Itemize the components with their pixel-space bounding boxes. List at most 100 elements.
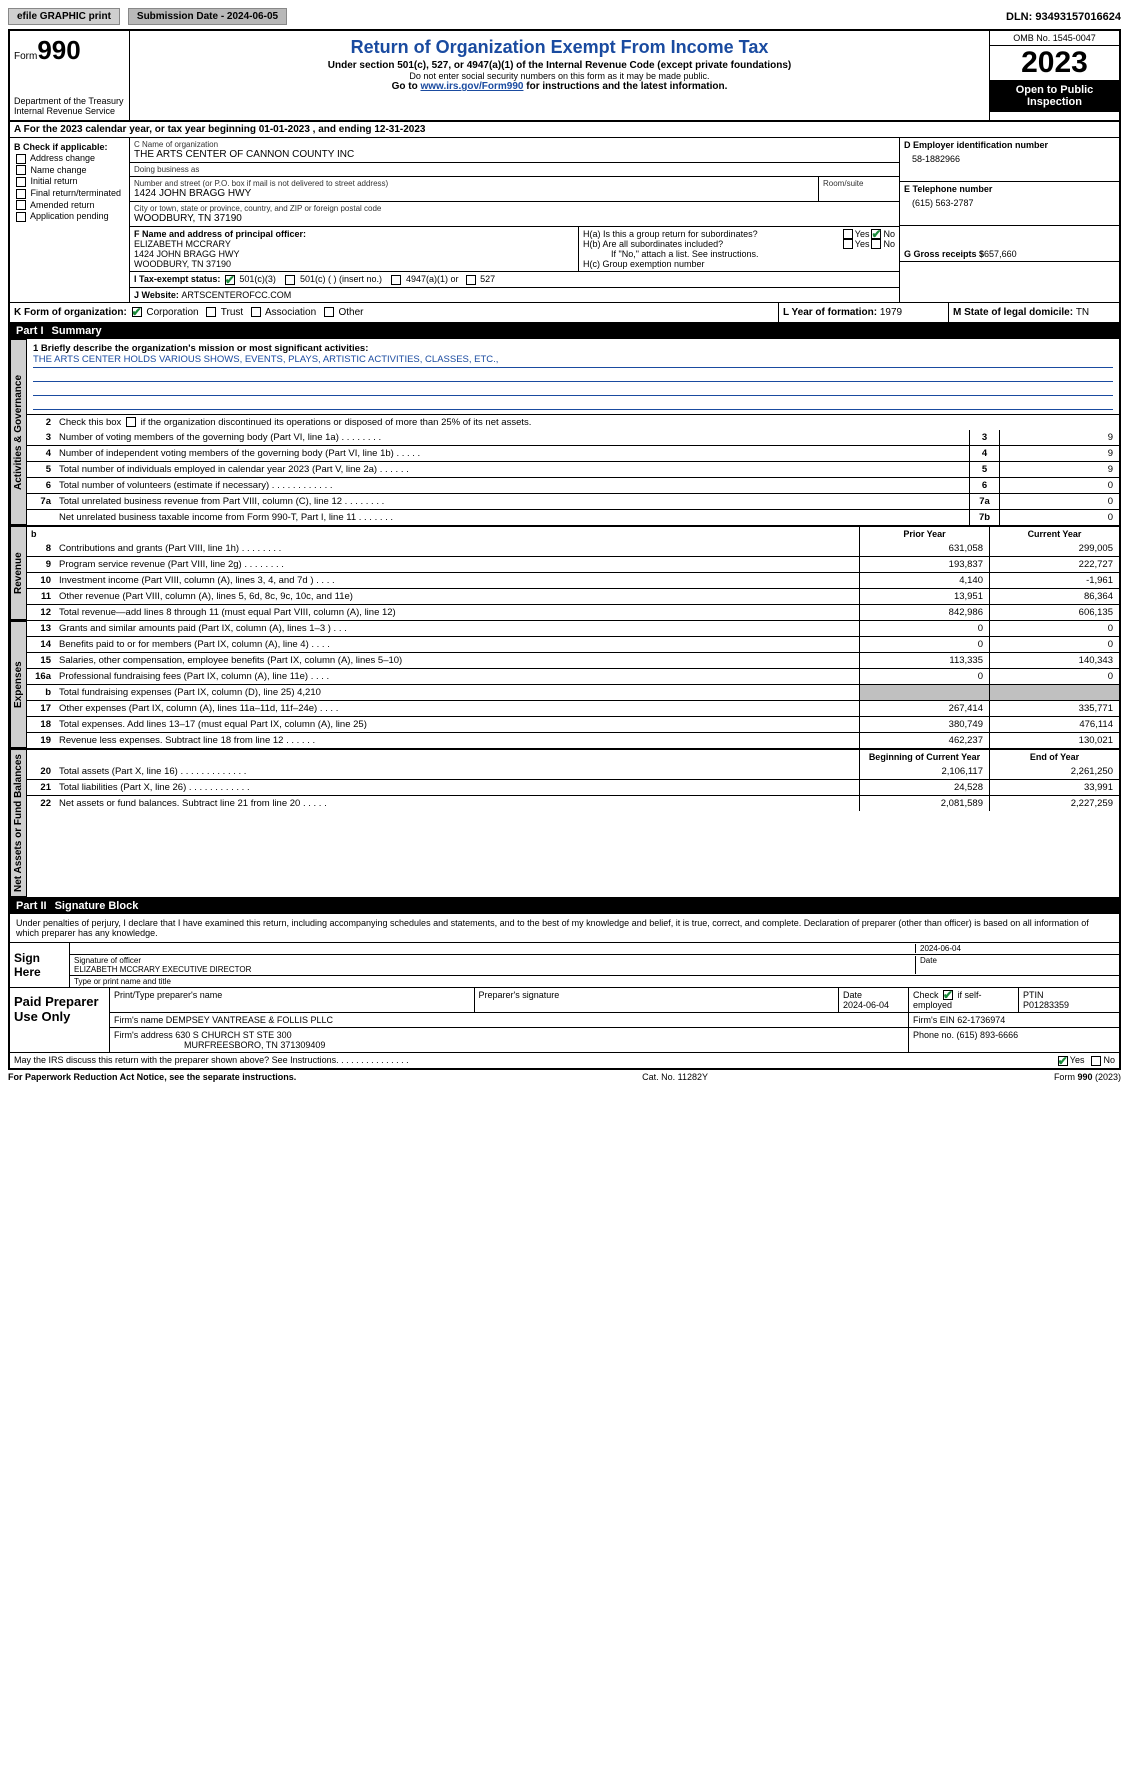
cell-d: D Employer identification number 58-1882…: [900, 138, 1119, 182]
goto-line: Go to www.irs.gov/Form990 for instructio…: [138, 81, 981, 92]
tax-year: 2023: [990, 46, 1119, 80]
cell-dba: Doing business as: [130, 163, 899, 177]
firm-phone-label: Phone no.: [913, 1030, 957, 1040]
mission-text: THE ARTS CENTER HOLDS VARIOUS SHOWS, EVE…: [33, 354, 1113, 368]
cb-corp[interactable]: [132, 307, 142, 317]
d-label: D Employer identification number: [904, 140, 1115, 150]
gov-line: 7aTotal unrelated business revenue from …: [27, 493, 1119, 509]
c-name-label: C Name of organization: [134, 140, 895, 149]
cell-h: H(a) Is this a group return for subordin…: [579, 227, 899, 271]
hb-yes-lbl: Yes: [855, 239, 870, 249]
hdr-boy: Beginning of Current Year: [859, 750, 989, 764]
lbl-501c: 501(c) ( ) (insert no.): [300, 274, 382, 284]
officer-city: WOODBURY, TN 37190: [134, 259, 574, 269]
lbl-initial-return: Initial return: [31, 176, 78, 186]
lbl-app-pending: Application pending: [30, 211, 109, 221]
discuss-no-lbl: No: [1103, 1055, 1115, 1065]
cb-name-change[interactable]: [16, 165, 26, 175]
penalty-text: Under penalties of perjury, I declare th…: [10, 914, 1119, 943]
discuss-row: May the IRS discuss this return with the…: [10, 1052, 1119, 1068]
cell-m: M State of legal domicile: TN: [949, 303, 1119, 322]
cb-501c[interactable]: [285, 275, 295, 285]
cb-other[interactable]: [324, 307, 334, 317]
cb-trust[interactable]: [206, 307, 216, 317]
prep-line-1: Print/Type preparer's name Preparer's si…: [110, 988, 1119, 1014]
sig-officer-label: Signature of officer: [74, 956, 915, 965]
prep-self-emp-pre: Check: [913, 990, 941, 1000]
cb-discontinued[interactable]: [126, 417, 136, 427]
phone-value: (615) 563-2787: [904, 194, 1115, 212]
gross-receipts: 657,660: [984, 249, 1017, 259]
data-line: 21Total liabilities (Part X, line 26) . …: [27, 779, 1119, 795]
ein-value: 58-1882966: [904, 150, 1115, 168]
rev-headers: b Prior Year Current Year: [27, 526, 1119, 541]
street-value: 1424 JOHN BRAGG HWY: [134, 188, 814, 199]
cb-501c3[interactable]: [225, 275, 235, 285]
mission-blank-2: [33, 382, 1113, 396]
cb-assoc[interactable]: [251, 307, 261, 317]
sign-here-row: Sign Here 2024-06-04 Signature of office…: [10, 943, 1119, 988]
cell-j: J Website: ARTSCENTEROFCC.COM: [130, 288, 899, 302]
cb-amended[interactable]: [16, 200, 26, 210]
cb-4947[interactable]: [391, 275, 401, 285]
hb-note: If "No," attach a list. See instructions…: [583, 249, 895, 259]
row-k-l-m: K Form of organization: Corporation Trus…: [10, 302, 1119, 323]
room-label: Room/suite: [823, 179, 895, 188]
cb-final-return[interactable]: [16, 189, 26, 199]
part2-num: Part II: [16, 900, 47, 912]
hb-no-lbl: No: [883, 239, 895, 249]
discuss-text: May the IRS discuss this return with the…: [14, 1055, 409, 1066]
cell-f: F Name and address of principal officer:…: [130, 227, 579, 271]
hc-label: H(c) Group exemption number: [583, 259, 895, 269]
e-label: E Telephone number: [904, 184, 1115, 194]
line-2: 2 Check this box if the organization dis…: [27, 414, 1119, 430]
header-right: OMB No. 1545-0047 2023 Open to Public In…: [989, 31, 1119, 120]
data-line: 12Total revenue—add lines 8 through 11 (…: [27, 604, 1119, 620]
signature-block: Under penalties of perjury, I declare th…: [10, 914, 1119, 1068]
section-expenses: Expenses 13Grants and similar amounts pa…: [10, 621, 1119, 749]
ha-label: H(a) Is this a group return for subordin…: [583, 229, 841, 239]
firm-ein: 62-1736974: [957, 1015, 1005, 1025]
firm-name: DEMPSEY VANTREASE & FOLLIS PLLC: [166, 1015, 333, 1025]
omb-number: OMB No. 1545-0047: [990, 31, 1119, 46]
footer-right-post: (2023): [1092, 1072, 1121, 1082]
row-a-tax-year: A For the 2023 calendar year, or tax yea…: [10, 122, 1119, 138]
discuss-yes[interactable]: [1058, 1056, 1068, 1066]
data-line: 10Investment income (Part VIII, column (…: [27, 572, 1119, 588]
cb-527[interactable]: [466, 275, 476, 285]
prep-name-label: Print/Type preparer's name: [110, 988, 475, 1013]
preparer-row: Paid Preparer Use Only Print/Type prepar…: [10, 988, 1119, 1053]
hb-no[interactable]: [871, 239, 881, 249]
ha-no[interactable]: [871, 229, 881, 239]
discuss-no[interactable]: [1091, 1056, 1101, 1066]
firm-addr2: MURFREESBORO, TN 371309409: [114, 1040, 325, 1050]
state-domicile: TN: [1076, 307, 1089, 318]
row-f-h: F Name and address of principal officer:…: [130, 227, 899, 271]
prep-sig-label: Preparer's signature: [475, 988, 840, 1013]
officer-street: 1424 JOHN BRAGG HWY: [134, 249, 574, 259]
officer-sig-name: ELIZABETH MCCRARY EXECUTIVE DIRECTOR: [74, 965, 915, 974]
section-governance: Activities & Governance 1 Briefly descri…: [10, 339, 1119, 526]
firm-name-label: Firm's name: [114, 1015, 166, 1025]
data-line: 14Benefits paid to or for members (Part …: [27, 636, 1119, 652]
irs-link[interactable]: www.irs.gov/Form990: [420, 81, 523, 92]
hb-yes[interactable]: [843, 239, 853, 249]
firm-ein-label: Firm's EIN: [913, 1015, 957, 1025]
ha-yes[interactable]: [843, 229, 853, 239]
goto-post: for instructions and the latest informat…: [523, 81, 727, 92]
cb-address-change[interactable]: [16, 154, 26, 164]
dba-label: Doing business as: [134, 165, 895, 174]
mission-block: 1 Briefly describe the organization's mi…: [27, 339, 1119, 414]
lbl-final-return: Final return/terminated: [31, 188, 122, 198]
cb-self-employed[interactable]: [943, 990, 953, 1000]
firm-addr-label: Firm's address: [114, 1030, 175, 1040]
cb-app-pending[interactable]: [16, 212, 26, 222]
subtitle-1: Under section 501(c), 527, or 4947(a)(1)…: [138, 60, 981, 71]
street-label: Number and street (or P.O. box if mail i…: [134, 179, 814, 188]
k-label: K Form of organization:: [14, 307, 127, 318]
efile-print-button[interactable]: efile GRAPHIC print: [8, 8, 120, 25]
m-label: M State of legal domicile:: [953, 307, 1076, 318]
cb-initial-return[interactable]: [16, 177, 26, 187]
data-line: 18Total expenses. Add lines 13–17 (must …: [27, 716, 1119, 732]
city-label: City or town, state or province, country…: [134, 204, 895, 213]
